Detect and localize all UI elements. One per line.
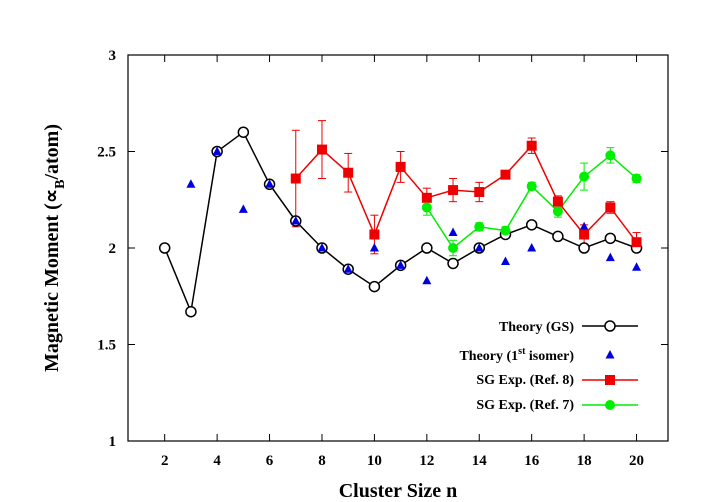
y-tick-label: 1 bbox=[109, 434, 117, 450]
legend: Theory (GS) Theory (1st isomer) SG Exp. … bbox=[459, 320, 638, 413]
point-sg-exp-ref-7 bbox=[552, 206, 563, 217]
legend-marker-sg-exp-ref-8 bbox=[605, 375, 615, 385]
point-theory-1st-isomer bbox=[265, 179, 275, 188]
point-sg-exp-ref-7 bbox=[631, 173, 642, 184]
point-sg-exp-ref-8 bbox=[526, 140, 537, 151]
point-theory-gs bbox=[552, 230, 564, 243]
legend-label-sg-ref7: SG Exp. (Ref. 7) bbox=[476, 398, 574, 413]
point-theory-gs bbox=[185, 305, 197, 318]
point-theory-1st-isomer bbox=[474, 243, 484, 252]
point-theory-gs bbox=[158, 242, 171, 254]
x-tick-label: 20 bbox=[629, 453, 644, 469]
y-tick-label: 1.5 bbox=[97, 338, 116, 354]
point-theory-1st-isomer bbox=[238, 204, 248, 213]
y-axis-title-sub: B bbox=[53, 180, 68, 189]
point-sg-exp-ref-7 bbox=[500, 225, 511, 236]
point-sg-exp-ref-8 bbox=[421, 192, 432, 203]
legend-label-theory-isomer: Theory (1st isomer) bbox=[459, 346, 574, 364]
point-theory-1st-isomer bbox=[291, 215, 301, 225]
point-theory-1st-isomer bbox=[632, 262, 642, 271]
point-sg-exp-ref-8 bbox=[290, 173, 301, 184]
legend-isomer-sup: st bbox=[518, 346, 526, 357]
point-theory-1st-isomer bbox=[500, 256, 510, 266]
point-theory-1st-isomer bbox=[396, 260, 406, 269]
x-axis-title: Cluster Size n bbox=[339, 480, 458, 502]
point-theory-1st-isomer bbox=[343, 264, 353, 273]
series-line-sg-exp-ref-8 bbox=[295, 144, 638, 243]
point-sg-exp-ref-8 bbox=[474, 187, 485, 198]
point-sg-exp-ref-7 bbox=[579, 171, 590, 182]
point-theory-gs bbox=[421, 242, 433, 254]
x-tick-label: 2 bbox=[161, 453, 169, 469]
point-sg-exp-ref-7 bbox=[474, 221, 485, 232]
point-theory-1st-isomer bbox=[579, 221, 589, 231]
point-sg-exp-ref-8 bbox=[369, 229, 380, 240]
point-sg-exp-ref-8 bbox=[552, 196, 563, 207]
point-sg-exp-ref-8 bbox=[343, 167, 354, 178]
point-theory-1st-isomer bbox=[448, 227, 458, 237]
point-sg-exp-ref-8 bbox=[579, 229, 590, 240]
point-sg-exp-ref-8 bbox=[395, 161, 406, 172]
point-theory-1st-isomer bbox=[317, 243, 327, 252]
y-axis-title-main: Magnetic Moment (∝ bbox=[41, 189, 63, 372]
x-tick-label: 12 bbox=[419, 453, 434, 469]
point-theory-gs bbox=[578, 242, 590, 254]
legend-isomer-pre: Theory (1 bbox=[459, 349, 518, 364]
point-sg-exp-ref-8 bbox=[631, 237, 642, 248]
point-sg-exp-ref-7 bbox=[421, 202, 432, 213]
y-tick-label: 2.5 bbox=[97, 145, 116, 161]
point-theory-gs bbox=[447, 257, 459, 270]
point-theory-1st-isomer bbox=[212, 146, 222, 155]
x-tick-label: 8 bbox=[318, 453, 326, 469]
y-axis-title-end: /atom) bbox=[41, 124, 63, 181]
point-theory-gs bbox=[604, 232, 617, 245]
legend-marker-theory-gs bbox=[604, 320, 616, 332]
legend-marker-sg-exp-ref-7 bbox=[605, 400, 615, 410]
y-tick-label: 2 bbox=[109, 241, 117, 257]
point-theory-1st-isomer bbox=[605, 252, 615, 262]
legend-label-theory-gs: Theory (GS) bbox=[499, 320, 574, 335]
point-sg-exp-ref-7 bbox=[526, 181, 537, 192]
series-line-sg-exp-ref-7 bbox=[426, 154, 638, 250]
point-sg-exp-ref-7 bbox=[605, 150, 616, 161]
point-sg-exp-ref-8 bbox=[605, 202, 616, 213]
legend-isomer-post: isomer) bbox=[525, 349, 574, 364]
legend-marker-theory-1st-isomer bbox=[605, 350, 615, 359]
point-theory-1st-isomer bbox=[186, 179, 196, 188]
point-theory-gs bbox=[368, 280, 381, 293]
point-sg-exp-ref-8 bbox=[500, 169, 511, 180]
y-axis-title: Magnetic Moment (∝B/atom) bbox=[41, 124, 68, 372]
x-tick-label: 10 bbox=[367, 453, 382, 469]
point-sg-exp-ref-8 bbox=[448, 185, 459, 196]
point-theory-gs bbox=[237, 126, 250, 138]
point-theory-1st-isomer bbox=[422, 275, 432, 285]
x-tick-label: 16 bbox=[524, 453, 540, 469]
x-tick-label: 18 bbox=[577, 453, 592, 469]
point-theory-1st-isomer bbox=[527, 243, 537, 252]
legend-label-sg-ref8: SG Exp. (Ref. 8) bbox=[476, 373, 574, 388]
point-sg-exp-ref-8 bbox=[316, 144, 327, 155]
point-sg-exp-ref-7 bbox=[448, 243, 459, 253]
x-tick-label: 14 bbox=[472, 453, 488, 469]
x-tick-label: 6 bbox=[266, 453, 274, 469]
plot-area: 2 4 6 8 10 12 14 16 18 20 1 1.5 2 2.5 3 bbox=[97, 48, 669, 469]
point-theory-gs bbox=[525, 219, 538, 231]
y-tick-label: 3 bbox=[109, 48, 117, 64]
point-theory-1st-isomer bbox=[369, 243, 379, 252]
x-tick-label: 4 bbox=[213, 453, 221, 469]
